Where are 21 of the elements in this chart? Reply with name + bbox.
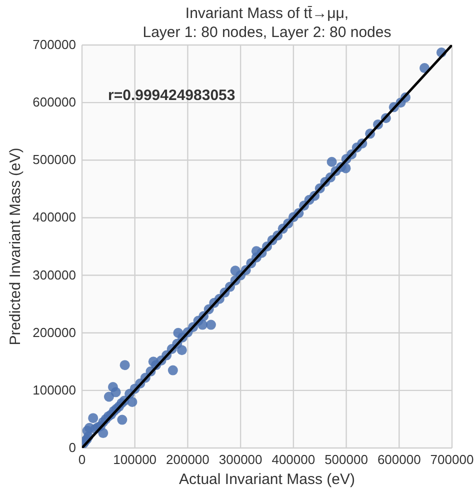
y-axis-title: Predicted Invariant Mass (eV) [7,148,24,346]
x-tick-label: 0 [78,452,86,467]
x-tick-label: 500000 [324,452,368,467]
chart-title: Invariant Mass of tt̄→μμ, [185,5,349,22]
y-tick-label: 400000 [32,210,76,225]
x-tick-label: 700000 [430,452,474,467]
x-tick-label: 300000 [218,452,262,467]
x-tick-label: 200000 [166,452,210,467]
y-tick-label: 500000 [32,152,76,168]
x-axis-title: Actual Invariant Mass (eV) [179,471,355,488]
x-tick-label: 100000 [113,452,157,467]
y-tick-label: 200000 [32,324,76,340]
x-tick-label: 600000 [377,452,421,467]
y-tick-label: 600000 [32,94,76,110]
y-tick-label: 100000 [32,382,76,398]
chart-subtitle: Layer 1: 80 nodes, Layer 2: 80 nodes [142,24,392,41]
y-tick-label: 0 [68,440,76,455]
annotation: r=0.999424983053 [108,87,236,104]
y-tick-label: 300000 [32,267,76,282]
x-tick-label: 400000 [272,452,316,467]
y-tick-label: 700000 [32,37,76,52]
